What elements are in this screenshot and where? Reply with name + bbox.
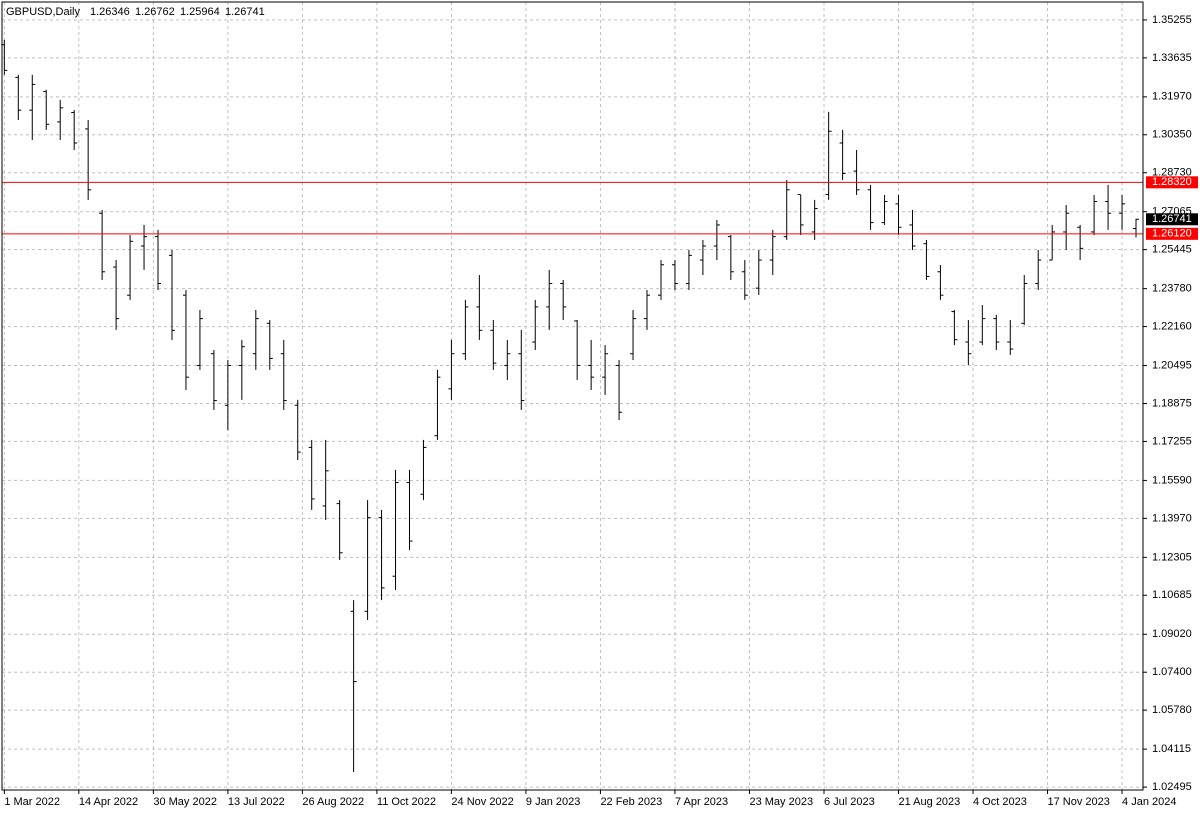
price-label-box	[1146, 213, 1198, 226]
header-low: 1.25964	[180, 6, 220, 18]
level-label: 1.26120	[1152, 228, 1192, 240]
bars	[1, 39, 1140, 772]
plot-frame	[1, 1, 1144, 791]
x-tick-label: 11 Oct 2022	[377, 796, 436, 808]
x-tick-label: 22 Feb 2023	[600, 796, 662, 808]
price-label: 1.26741	[1152, 213, 1192, 225]
y-tick-label: 1.04115	[1152, 743, 1191, 755]
x-tick-label: 24 Nov 2022	[451, 796, 513, 808]
x-tick-label: 4 Jan 2024	[1122, 796, 1176, 808]
y-tick-label: 1.15590	[1152, 474, 1192, 486]
y-tick-label: 1.28730	[1152, 167, 1192, 179]
y-tick-label: 1.10685	[1152, 589, 1192, 601]
x-tick-label: 9 Jan 2023	[526, 796, 580, 808]
y-tick-label: 1.05780	[1152, 704, 1192, 716]
x-tick-label: 4 Oct 2023	[973, 796, 1027, 808]
level-label-box	[1146, 176, 1198, 189]
y-tick-label: 1.07400	[1152, 666, 1192, 678]
y-tick-label: 1.30350	[1152, 129, 1192, 141]
y-tick-label: 1.12305	[1152, 551, 1192, 563]
header-open: 1.26346	[90, 6, 130, 18]
y-tick-label: 1.25445	[1152, 244, 1192, 256]
y-tick-label: 1.35255	[1152, 14, 1192, 26]
x-tick-label: 21 Aug 2023	[899, 796, 961, 808]
overlay: 1.28320 1.26120 1.26741	[2, 176, 1198, 240]
y-tick-label: 1.20495	[1152, 359, 1192, 371]
header-close: 1.26741	[225, 6, 265, 18]
x-tick-label: 14 Apr 2022	[79, 796, 138, 808]
x-tick-label: 7 Apr 2023	[675, 796, 728, 808]
y-tick-label: 1.13970	[1152, 512, 1192, 524]
level-label: 1.28320	[1152, 176, 1192, 188]
y-tick-label: 1.22160	[1152, 320, 1192, 332]
y-tick-label: 1.33635	[1152, 52, 1192, 64]
y-tick-label: 1.17255	[1152, 435, 1192, 447]
y-tick-label: 1.18875	[1152, 397, 1192, 409]
y-tick-label: 1.31970	[1152, 91, 1192, 103]
header-values: 1.26346 1.26762 1.25964 1.26741	[90, 6, 265, 18]
y-tick-label: 1.23780	[1152, 283, 1192, 295]
chart-title: GBPUSD,Daily	[6, 6, 80, 18]
x-tick-label: 30 May 2022	[153, 796, 217, 808]
x-tick-label: 26 Aug 2022	[302, 796, 364, 808]
x-tick-label: 23 May 2023	[749, 796, 813, 808]
x-tick-label: 6 Jul 2023	[824, 796, 875, 808]
x-tick-label: 1 Mar 2022	[4, 796, 60, 808]
y-tick-label: 1.09020	[1152, 628, 1192, 640]
x-tick-label: 13 Jul 2022	[228, 796, 285, 808]
header-high: 1.26762	[135, 6, 175, 18]
level-label-box	[1146, 227, 1198, 240]
y-tick-label: 1.02495	[1152, 781, 1192, 793]
x-tick-label: 17 Nov 2023	[1048, 796, 1110, 808]
